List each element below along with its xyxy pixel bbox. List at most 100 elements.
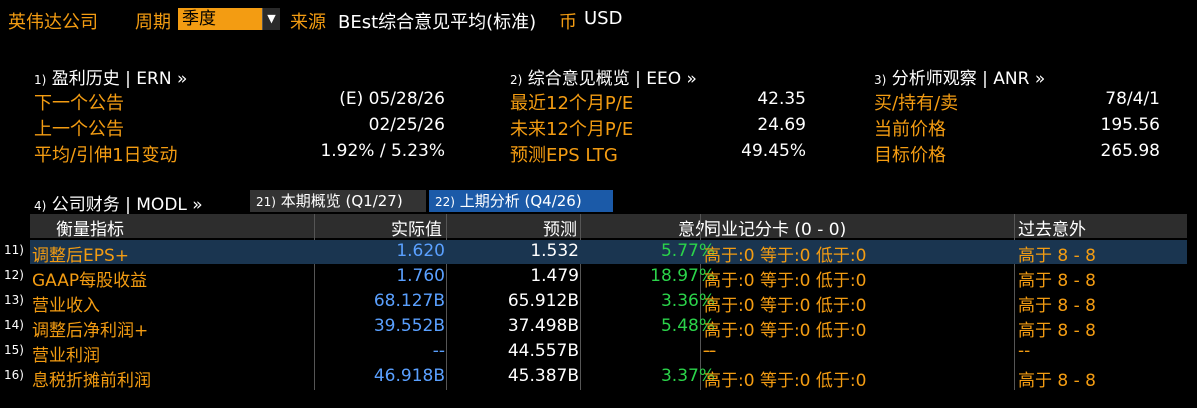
table-row[interactable]: 16) 息税折摊前利润 46.918B 45.387B 3.37% 高于:0 等… <box>4 365 1187 391</box>
column-divider <box>446 214 447 390</box>
row-past-surprise: 高于 8 - 8 <box>1018 246 1096 266</box>
buy-hold-sell-label: 买/持有/卖 <box>874 93 959 114</box>
tab-label: 本期概览 (Q1/27) <box>280 192 403 210</box>
last-announcement-value: 02/25/26 <box>368 115 445 135</box>
column-divider <box>1014 214 1015 390</box>
eps-ltg-label: 预测EPS LTG <box>510 145 618 166</box>
row-metric[interactable]: 息税折摊前利润 <box>32 371 151 391</box>
section-title: 盈利历史 | ERN » <box>51 69 188 89</box>
current-price-value: 195.56 <box>1100 115 1160 135</box>
row-estimate: 65.912B <box>507 291 579 311</box>
company-name: 英伟达公司 <box>8 12 98 33</box>
row-surprise: 5.48% <box>660 316 715 336</box>
table-row[interactable]: 12) GAAP每股收益 1.760 1.479 18.97% 高于:0 等于:… <box>4 265 1187 291</box>
row-surprise: -- <box>702 341 715 361</box>
earnings-history-link[interactable]: 1) 盈利历史 | ERN » <box>34 64 187 89</box>
period-select-value: 季度 <box>182 9 216 29</box>
tab-prior-analysis[interactable]: 22) 上期分析 (Q4/26) <box>429 190 613 212</box>
row-actual: 39.552B <box>373 316 445 336</box>
row-metric[interactable]: 营业收入 <box>32 296 100 316</box>
row-past-surprise: 高于 8 - 8 <box>1018 371 1096 391</box>
row-estimate: 45.387B <box>507 366 579 386</box>
row-actual: 46.918B <box>373 366 445 386</box>
section-title: 公司财务 | MODL » <box>51 195 203 215</box>
col-past-header[interactable]: 过去意外 <box>1018 220 1086 240</box>
table-row[interactable]: 13) 营业收入 68.127B 65.912B 3.36% 高于:0 等于:0… <box>4 290 1187 316</box>
table-row[interactable]: 14) 调整后净利润+ 39.552B 37.498B 5.48% 高于:0 等… <box>4 315 1187 341</box>
section-number: 3) <box>874 73 887 87</box>
period-select[interactable]: 季度 ▼ <box>178 8 280 30</box>
column-divider <box>700 214 701 390</box>
row-past-surprise: 高于 8 - 8 <box>1018 321 1096 341</box>
currency-label: 币 <box>559 12 577 33</box>
analyst-recs-link[interactable]: 3) 分析师观察 | ANR » <box>874 64 1045 89</box>
col-actual-header[interactable]: 实际值 <box>391 220 442 240</box>
row-number: 11) <box>4 243 24 257</box>
row-number: 14) <box>4 318 24 332</box>
col-estimate-header[interactable]: 预测 <box>543 220 577 240</box>
row-scorecard: 高于:0 等于:0 低于:0 <box>704 246 867 266</box>
consensus-overview-link[interactable]: 2) 综合意见概览 | EEO » <box>510 64 697 89</box>
row-past-surprise: -- <box>1018 341 1031 361</box>
row-number: 13) <box>4 293 24 307</box>
eps-ltg-value: 49.45% <box>741 141 806 161</box>
row-scorecard: 高于:0 等于:0 低于:0 <box>704 271 867 291</box>
row-estimate: 1.479 <box>530 266 579 286</box>
column-divider <box>580 214 581 390</box>
source-value[interactable]: BEst综合意见平均(标准) <box>338 12 537 33</box>
row-scorecard: -- <box>704 341 717 361</box>
avg-implied-move-value: 1.92% / 5.23% <box>320 141 445 161</box>
section-number: 4) <box>34 199 47 213</box>
row-number: 15) <box>4 343 24 357</box>
row-past-surprise: 高于 8 - 8 <box>1018 271 1096 291</box>
forward-pe-label: 未来12个月P/E <box>510 119 634 140</box>
section-number: 2) <box>510 73 523 87</box>
column-divider <box>314 214 315 390</box>
row-estimate: 37.498B <box>507 316 579 336</box>
row-scorecard: 高于:0 等于:0 低于:0 <box>704 371 867 391</box>
last-announcement-label: 上一个公告 <box>34 119 124 140</box>
forward-pe-value: 24.69 <box>757 115 806 135</box>
row-metric[interactable]: 调整后净利润+ <box>32 321 149 341</box>
target-price-value: 265.98 <box>1100 141 1160 161</box>
tab-label: 上期分析 (Q4/26) <box>459 192 582 210</box>
source-label: 来源 <box>290 12 326 33</box>
row-estimate: 1.532 <box>530 241 579 261</box>
row-metric[interactable]: 调整后EPS+ <box>32 246 130 266</box>
chevron-down-icon[interactable]: ▼ <box>262 8 280 30</box>
buy-hold-sell-value: 78/4/1 <box>1105 89 1160 109</box>
row-number: 16) <box>4 368 24 382</box>
col-metric-header[interactable]: 衡量指标 <box>56 220 124 240</box>
section-number: 1) <box>34 73 47 87</box>
col-surprise-header[interactable]: 意外 <box>678 220 712 240</box>
table-row[interactable]: 11) 调整后EPS+ 1.620 1.532 5.77% 高于:0 等于:0 … <box>4 240 1187 266</box>
table-header: 衡量指标 实际值 预测 意外 同业记分卡 (0 - 0) 过去意外 <box>30 214 1187 240</box>
row-surprise: 18.97% <box>650 266 715 286</box>
period-label: 周期 <box>135 12 171 33</box>
section-title: 综合意见概览 | EEO » <box>527 69 697 89</box>
row-surprise: 3.36% <box>660 291 715 311</box>
table-row[interactable]: 15) 营业利润 -- 44.557B -- -- -- <box>4 340 1187 366</box>
row-actual: 1.760 <box>396 266 445 286</box>
row-actual: 1.620 <box>396 241 445 261</box>
row-past-surprise: 高于 8 - 8 <box>1018 296 1096 316</box>
row-estimate: 44.557B <box>507 341 579 361</box>
row-metric[interactable]: GAAP每股收益 <box>32 271 148 291</box>
target-price-label: 目标价格 <box>874 145 946 166</box>
current-price-label: 当前价格 <box>874 119 946 140</box>
trailing-pe-label: 最近12个月P/E <box>510 93 634 114</box>
next-announcement-label: 下一个公告 <box>34 93 124 114</box>
row-surprise: 3.37% <box>660 366 715 386</box>
col-scorecard-header[interactable]: 同业记分卡 (0 - 0) <box>704 220 847 240</box>
trailing-pe-value: 42.35 <box>757 89 806 109</box>
row-scorecard: 高于:0 等于:0 低于:0 <box>704 296 867 316</box>
row-scorecard: 高于:0 等于:0 低于:0 <box>704 321 867 341</box>
currency-value[interactable]: USD <box>584 8 623 29</box>
tab-number: 22) <box>435 195 455 209</box>
company-financials-link[interactable]: 4) 公司财务 | MODL » <box>34 190 203 215</box>
row-metric[interactable]: 营业利润 <box>32 346 100 366</box>
tab-current-overview[interactable]: 21) 本期概览 (Q1/27) <box>250 190 426 212</box>
row-actual: -- <box>432 341 445 361</box>
row-number: 12) <box>4 268 24 282</box>
row-actual: 68.127B <box>373 291 445 311</box>
